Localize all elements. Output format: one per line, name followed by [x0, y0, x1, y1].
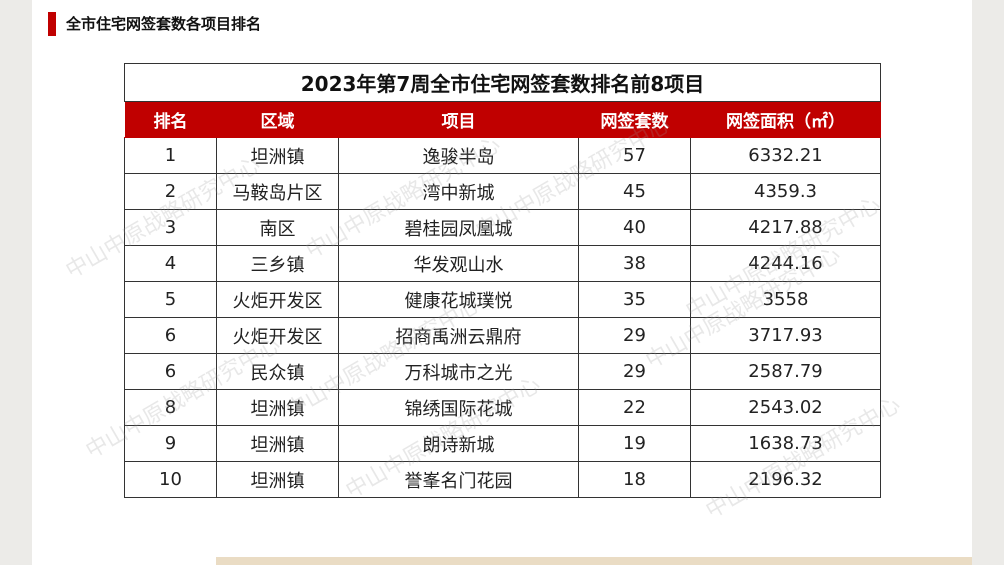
table-cell: 三乡镇	[216, 245, 339, 282]
table-cell: 坦洲镇	[216, 389, 339, 426]
table-cell: 坦洲镇	[216, 425, 339, 462]
table-cell: 誉峯名门花园	[338, 461, 579, 498]
table-cell: 坦洲镇	[216, 137, 339, 174]
table-cell: 3	[124, 209, 217, 246]
table-cell: 3717.93	[689, 317, 882, 354]
table-row: 4 三乡镇 华发观山水 38 4244.16	[124, 245, 882, 282]
table-cell: 2	[124, 173, 217, 210]
table-cell: 朗诗新城	[338, 425, 579, 462]
table-cell: 4217.88	[689, 209, 882, 246]
column-header: 区域	[216, 101, 339, 138]
table-cell: 锦绣国际花城	[338, 389, 579, 426]
table-cell: 10	[124, 461, 217, 498]
table-title: 2023年第7周全市住宅网签套数排名前8项目	[123, 63, 882, 102]
table-row: 5 火炬开发区 健康花城璞悦 35 3558	[124, 281, 882, 318]
table-cell: 22	[578, 389, 691, 426]
table-cell: 4	[124, 245, 217, 282]
section-title: 全市住宅网签套数各项目排名	[66, 15, 262, 33]
column-header: 项目	[338, 101, 579, 138]
table-row: 6 火炬开发区 招商禹洲云鼎府 29 3717.93	[124, 317, 882, 354]
table-cell: 9	[124, 425, 217, 462]
table-cell: 19	[578, 425, 691, 462]
table-row: 10 坦洲镇 誉峯名门花园 18 2196.32	[124, 461, 882, 498]
table-cell: 坦洲镇	[216, 461, 339, 498]
table-row: 8 坦洲镇 锦绣国际花城 22 2543.02	[124, 389, 882, 426]
table-cell: 2543.02	[689, 389, 882, 426]
table-cell: 6	[124, 353, 217, 390]
column-header: 网签面积（㎡）	[689, 101, 882, 138]
table-cell: 3558	[689, 281, 882, 318]
slide: 全市住宅网签套数各项目排名 2023年第7周全市住宅网签套数排名前8项目 排名区…	[32, 0, 972, 565]
table-cell: 碧桂园凤凰城	[338, 209, 579, 246]
table-cell: 2196.32	[689, 461, 882, 498]
title-marker	[48, 12, 56, 36]
table-cell: 华发观山水	[338, 245, 579, 282]
table-cell: 火炬开发区	[216, 317, 339, 354]
table-cell: 逸骏半岛	[338, 137, 579, 174]
table-row: 1 坦洲镇 逸骏半岛 57 6332.21	[124, 137, 882, 174]
table-row: 9 坦洲镇 朗诗新城 19 1638.73	[124, 425, 882, 462]
table-cell: 8	[124, 389, 217, 426]
table-cell: 6332.21	[689, 137, 882, 174]
table-cell: 火炬开发区	[216, 281, 339, 318]
table-cell: 万科城市之光	[338, 353, 579, 390]
table-cell: 1638.73	[689, 425, 882, 462]
table-cell: 湾中新城	[338, 173, 579, 210]
table-cell: 马鞍岛片区	[216, 173, 339, 210]
table-cell: 40	[578, 209, 691, 246]
table-cell: 29	[578, 353, 691, 390]
column-header: 网签套数	[578, 101, 691, 138]
column-header: 排名	[124, 101, 217, 138]
table-cell: 1	[124, 137, 217, 174]
table-cell: 35	[578, 281, 691, 318]
header-row: 排名 区域 项目 网签套数 网签面积（㎡）	[124, 101, 882, 138]
ranking-table: 2023年第7周全市住宅网签套数排名前8项目 排名 区域 项目 网签套数 网签面积（㎡）…	[123, 63, 882, 498]
table-row: 2 马鞍岛片区 湾中新城 45 4359.3	[124, 173, 882, 210]
table-cell: 38	[578, 245, 691, 282]
table-row: 3 南区 碧桂园凤凰城 40 4217.88	[124, 209, 882, 246]
table-cell: 南区	[216, 209, 339, 246]
table-row: 6 民众镇 万科城市之光 29 2587.79	[124, 353, 882, 390]
table-cell: 29	[578, 317, 691, 354]
table-cell: 5	[124, 281, 217, 318]
table-cell: 招商禹洲云鼎府	[338, 317, 579, 354]
table-cell: 18	[578, 461, 691, 498]
table-cell: 57	[578, 137, 691, 174]
table-cell: 4359.3	[689, 173, 882, 210]
table-cell: 2587.79	[689, 353, 882, 390]
footer-bar	[216, 557, 972, 565]
table-cell: 6	[124, 317, 217, 354]
table-cell: 健康花城璞悦	[338, 281, 579, 318]
table-cell: 45	[578, 173, 691, 210]
table-cell: 4244.16	[689, 245, 882, 282]
table-cell: 民众镇	[216, 353, 339, 390]
